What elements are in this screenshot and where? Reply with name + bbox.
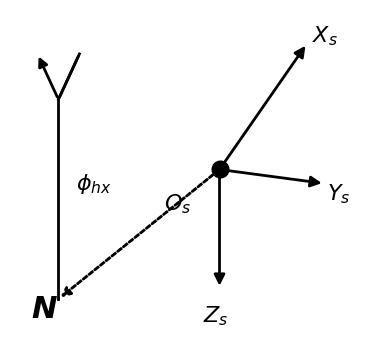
Text: N: N — [32, 295, 57, 324]
Text: $X_s$: $X_s$ — [312, 25, 337, 48]
Text: $Y_s$: $Y_s$ — [327, 182, 350, 206]
Text: $Z_s$: $Z_s$ — [203, 305, 229, 328]
Text: $\phi_{hx}$: $\phi_{hx}$ — [75, 172, 111, 196]
Text: $O_s$: $O_s$ — [164, 193, 191, 216]
